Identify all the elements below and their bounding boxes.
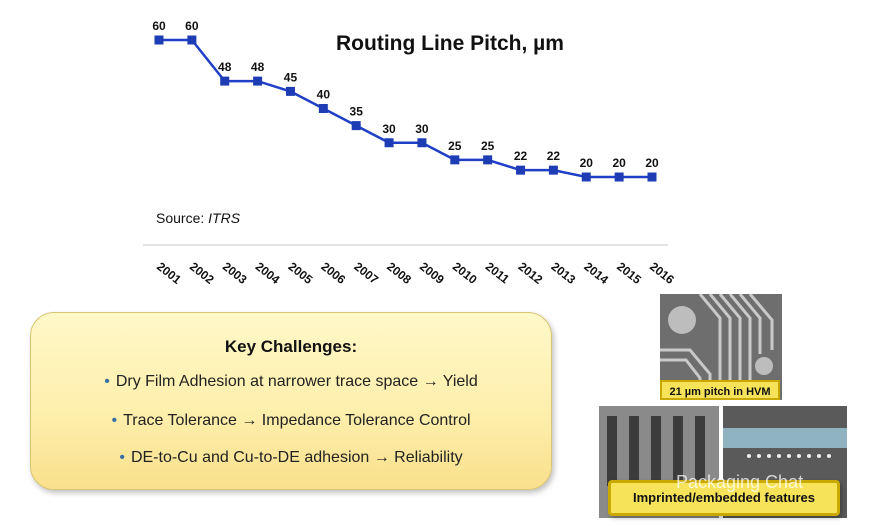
x-tick-label: 2008: [384, 259, 414, 287]
x-tick-label: 2010: [450, 259, 480, 287]
data-label: 20: [580, 156, 594, 170]
x-tick-label: 2003: [220, 259, 250, 287]
x-tick-label: 2016: [647, 259, 677, 287]
challenge-item-3: • DE-to-Cu and Cu-to-DE adhesion → Reliab…: [119, 449, 463, 466]
x-tick-label: 2002: [187, 259, 217, 287]
x-tick-label: 2014: [581, 259, 611, 287]
data-point: [647, 172, 657, 182]
x-tick-label: 2015: [614, 259, 644, 287]
data-point: [285, 86, 295, 96]
x-tick-label: 2001: [154, 259, 184, 287]
source-note: Source: ITRS: [156, 210, 240, 226]
data-label: 45: [284, 70, 298, 84]
x-tick-label: 2011: [483, 259, 512, 286]
data-point: [384, 138, 394, 148]
watermark-text: Packaging Chat: [676, 472, 804, 492]
series-line: [159, 38, 652, 179]
x-tick-label: 2006: [318, 259, 348, 287]
x-tick-label: 2012: [516, 259, 546, 287]
data-label: 48: [251, 60, 265, 74]
x-tick-label: 2004: [253, 259, 283, 287]
x-tick-label: 2005: [286, 259, 316, 287]
data-point: [318, 104, 328, 113]
data-label: 20: [645, 156, 659, 170]
embedded-label: Imprinted/embedded features: [608, 480, 840, 516]
data-label: 22: [547, 149, 561, 163]
x-tick-label: 2013: [549, 259, 579, 287]
data-label: 30: [415, 122, 429, 136]
challenges-title: Key Challenges:: [224, 337, 358, 356]
data-point: [614, 172, 624, 182]
key-challenges-box: Key Challenges: • Dry Film Adhesion at na…: [30, 312, 552, 490]
source-prefix: Source:: [156, 210, 209, 226]
data-point: [581, 172, 591, 182]
data-point: [417, 138, 427, 148]
data-label: 30: [382, 122, 396, 136]
data-label: 20: [612, 156, 626, 170]
chart-title: Routing Line Pitch, µm: [336, 32, 564, 55]
challenge-item-2: • Trace Tolerance → Impedance Tolerance C…: [111, 412, 471, 429]
data-label: 60: [185, 19, 199, 33]
bullet-icon: •: [119, 449, 125, 466]
data-point: [351, 121, 361, 131]
x-tick-label: 2007: [351, 259, 381, 287]
data-label: 22: [514, 149, 528, 163]
x-tick-label: 2009: [417, 259, 447, 287]
data-label: 25: [448, 139, 462, 153]
data-point: [253, 76, 263, 86]
data-label: 60: [152, 19, 166, 33]
pitch-label: 21 µm pitch in HVM: [660, 380, 780, 400]
data-label: 48: [218, 60, 232, 74]
data-point: [483, 155, 493, 165]
challenge-item-1: • Dry Film Adhesion at narrower trace spa…: [104, 373, 478, 390]
data-label: 40: [317, 88, 331, 102]
data-point: [187, 35, 197, 45]
data-point: [220, 76, 230, 86]
data-label: 25: [481, 139, 495, 153]
data-point: [516, 165, 526, 175]
data-point: [154, 35, 164, 45]
data-point: [450, 155, 460, 165]
bullet-icon: •: [104, 373, 110, 390]
data-label: 35: [350, 105, 364, 119]
data-point: [548, 165, 558, 175]
bullet-icon: •: [111, 412, 118, 429]
source-name: ITRS: [208, 210, 241, 226]
